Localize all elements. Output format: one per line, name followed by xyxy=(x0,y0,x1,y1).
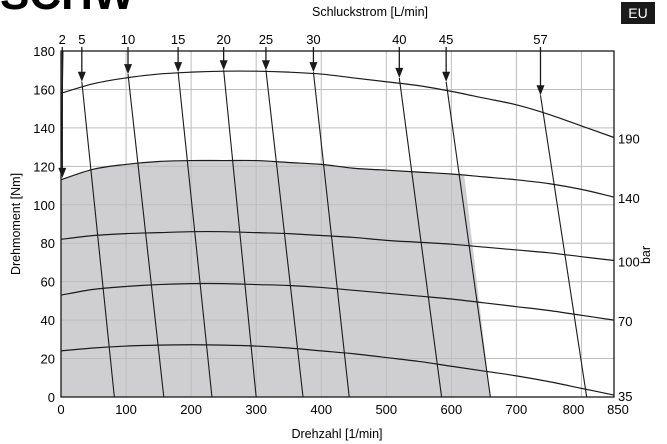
pressure-tick-label: 35 xyxy=(618,389,632,404)
flow-arrow-head-5 xyxy=(77,71,86,82)
pressure-tick-label: 100 xyxy=(618,255,640,270)
right-axis-label: bar xyxy=(639,246,653,264)
axes-group xyxy=(60,50,615,398)
region-badge: EU xyxy=(621,2,655,24)
flow-tick-label: 25 xyxy=(259,32,273,47)
flow-arrow-head-15 xyxy=(174,62,183,73)
flow-line-20 xyxy=(223,70,257,398)
pressure-tick-labels: 190 140 100 70 35 xyxy=(618,132,640,405)
y-tick-label: 40 xyxy=(41,313,55,328)
x-tick-label: 200 xyxy=(180,402,202,417)
flow-line-15 xyxy=(177,72,213,398)
x-tick-label: 600 xyxy=(441,402,463,417)
x-tick-label: 400 xyxy=(310,402,332,417)
flow-arrow-head-2 xyxy=(58,167,67,178)
flow-tick-label: 10 xyxy=(121,32,135,47)
flow-tick-label: 15 xyxy=(171,32,185,47)
y-tick-label: 80 xyxy=(41,236,55,251)
flow-lines-group xyxy=(60,50,588,398)
flow-line-25 xyxy=(265,70,304,398)
y-tick-labels: 0 20 40 60 80 100 120 140 160 180 xyxy=(33,44,55,405)
flow-line-10 xyxy=(127,74,165,398)
flow-arrow-head-57 xyxy=(536,85,545,96)
x-tick-label: 100 xyxy=(115,402,137,417)
flow-arrow-head-30 xyxy=(309,62,318,73)
flow-tick-label: 2 xyxy=(59,32,66,47)
top-axis-label: Schluckstrom [L/min] xyxy=(312,5,428,19)
y-tick-label: 0 xyxy=(48,390,55,405)
flow-arrow-head-45 xyxy=(442,71,451,82)
flow-arrows-group xyxy=(58,47,545,178)
x-tick-label: 800 xyxy=(563,402,585,417)
x-tick-label: 500 xyxy=(375,402,397,417)
pressure-curve-140 xyxy=(60,159,615,198)
y-tick-label: 180 xyxy=(33,44,55,59)
flow-line-5 xyxy=(81,81,115,398)
flow-tick-labels: 2 5 10 15 20 25 30 40 45 57 xyxy=(59,32,548,47)
flow-line-45 xyxy=(445,81,491,398)
page-header-fragment: SCHW xyxy=(0,0,134,20)
pressure-curve-190 xyxy=(60,70,615,139)
pressure-tick-label: 190 xyxy=(618,132,640,147)
pressure-curve-35 xyxy=(60,344,615,396)
flow-tick-label: 5 xyxy=(78,32,85,47)
pressure-tick-label: 70 xyxy=(618,314,632,329)
x-tick-labels: 0 100 200 300 400 500 600 700 800 850 xyxy=(57,402,628,417)
y-axis-label: Drehmoment [Nm] xyxy=(9,173,23,275)
x-tick-label: 700 xyxy=(506,402,528,417)
plot-frame xyxy=(60,50,615,398)
flow-line-30 xyxy=(312,72,350,398)
pressure-tick-label: 140 xyxy=(618,191,640,206)
flow-line-40 xyxy=(398,77,443,398)
y-tick-label: 20 xyxy=(41,352,55,367)
operating-region-group xyxy=(61,160,491,397)
flow-line-57 xyxy=(539,95,588,398)
y-tick-label: 140 xyxy=(33,121,55,136)
operating-region xyxy=(61,160,491,397)
x-axis-label: Drehzahl [1/min] xyxy=(291,427,382,441)
x-tick-label: 850 xyxy=(607,402,629,417)
y-tick-label: 160 xyxy=(33,82,55,97)
flow-arrow-head-25 xyxy=(261,60,270,71)
x-tick-label: 0 xyxy=(57,402,64,417)
x-tick-label: 300 xyxy=(245,402,267,417)
flow-tick-label: 40 xyxy=(392,32,406,47)
y-tick-label: 60 xyxy=(41,275,55,290)
flow-tick-label: 20 xyxy=(216,32,230,47)
y-tick-label: 120 xyxy=(33,159,55,174)
flow-arrow-head-40 xyxy=(395,67,404,78)
flow-arrow-head-20 xyxy=(219,60,228,71)
flow-tick-label: 57 xyxy=(533,32,547,47)
y-tick-label: 100 xyxy=(33,198,55,213)
pressure-curve-100 xyxy=(60,230,615,262)
flow-arrow-head-10 xyxy=(124,64,133,75)
flow-tick-label: 45 xyxy=(439,32,453,47)
flow-tick-label: 30 xyxy=(306,32,320,47)
